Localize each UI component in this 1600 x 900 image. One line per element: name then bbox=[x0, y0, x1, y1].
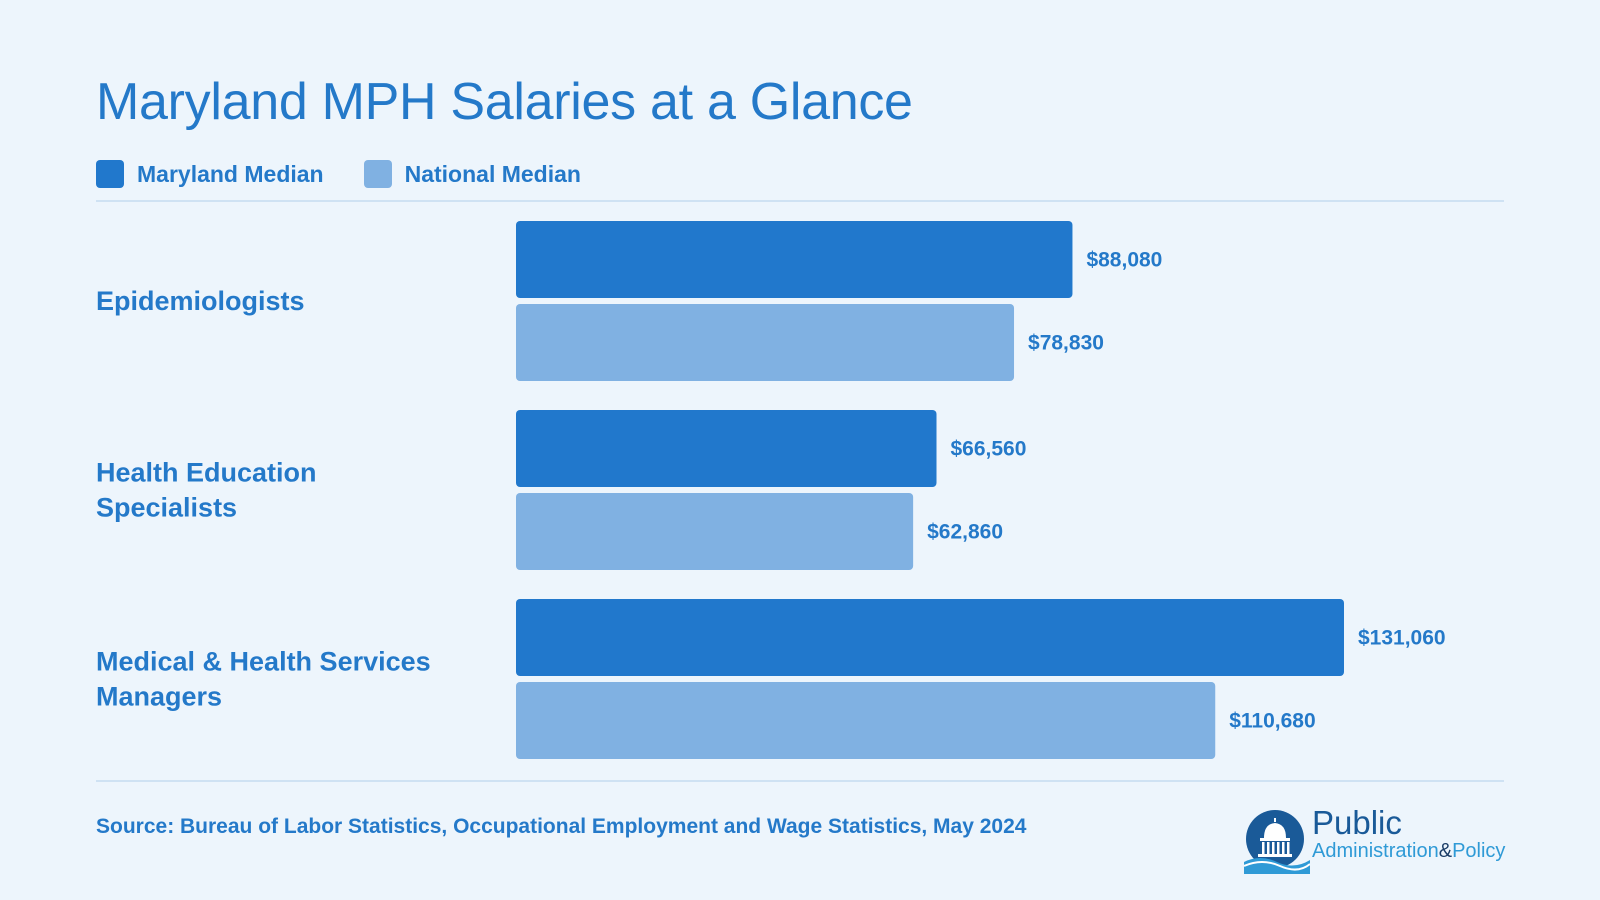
legend-label-maryland: Maryland Median bbox=[137, 160, 324, 187]
bar-maryland bbox=[516, 221, 1073, 298]
bar-national bbox=[516, 304, 1015, 381]
category-label: Epidemiologists bbox=[96, 286, 305, 316]
legend: Maryland Median National Median bbox=[96, 160, 621, 188]
category-label: Health Education Specialists bbox=[96, 458, 317, 523]
bar-national bbox=[516, 493, 914, 570]
legend-item-maryland: Maryland Median bbox=[96, 160, 324, 188]
value-label: $131,060 bbox=[1358, 627, 1446, 650]
bar-maryland bbox=[516, 410, 937, 487]
value-label: $110,680 bbox=[1229, 710, 1315, 733]
category-label-line: Managers bbox=[96, 682, 222, 712]
logo-text-amp: & bbox=[1438, 840, 1453, 862]
logo-text-public: Public bbox=[1312, 804, 1402, 841]
capitol-logo-icon bbox=[1244, 810, 1310, 874]
chart-title: Maryland MPH Salaries at a Glance bbox=[96, 73, 913, 131]
bar-national bbox=[516, 682, 1216, 759]
top-divider bbox=[96, 200, 1504, 202]
bottom-divider bbox=[96, 780, 1504, 782]
legend-item-national: National Median bbox=[363, 160, 581, 188]
value-label: $78,830 bbox=[1028, 332, 1104, 355]
legend-swatch-national bbox=[363, 160, 392, 188]
category-label-line: Specialists bbox=[96, 493, 237, 523]
bar-maryland bbox=[516, 599, 1344, 676]
logo: Public Administration&Policy bbox=[1244, 804, 1514, 874]
category-label-line: Health Education bbox=[96, 458, 317, 488]
value-label: $62,860 bbox=[927, 521, 1003, 544]
logo-text-admin-policy: Administration&Policy bbox=[1312, 840, 1505, 863]
legend-label-national: National Median bbox=[404, 160, 581, 187]
legend-swatch-maryland bbox=[96, 160, 124, 188]
category-label-line: Epidemiologists bbox=[96, 286, 305, 316]
category-label: Medical & Health Services Managers bbox=[96, 647, 431, 712]
value-label: $66,560 bbox=[951, 438, 1027, 461]
value-label: $88,080 bbox=[1086, 249, 1162, 272]
logo-text-policy: Policy bbox=[1452, 840, 1506, 862]
logo-text-admin: Administration bbox=[1312, 840, 1439, 862]
category-label-line: Medical & Health Services bbox=[96, 647, 431, 677]
source-note: Source: Bureau of Labor Statistics, Occu… bbox=[96, 815, 1027, 838]
